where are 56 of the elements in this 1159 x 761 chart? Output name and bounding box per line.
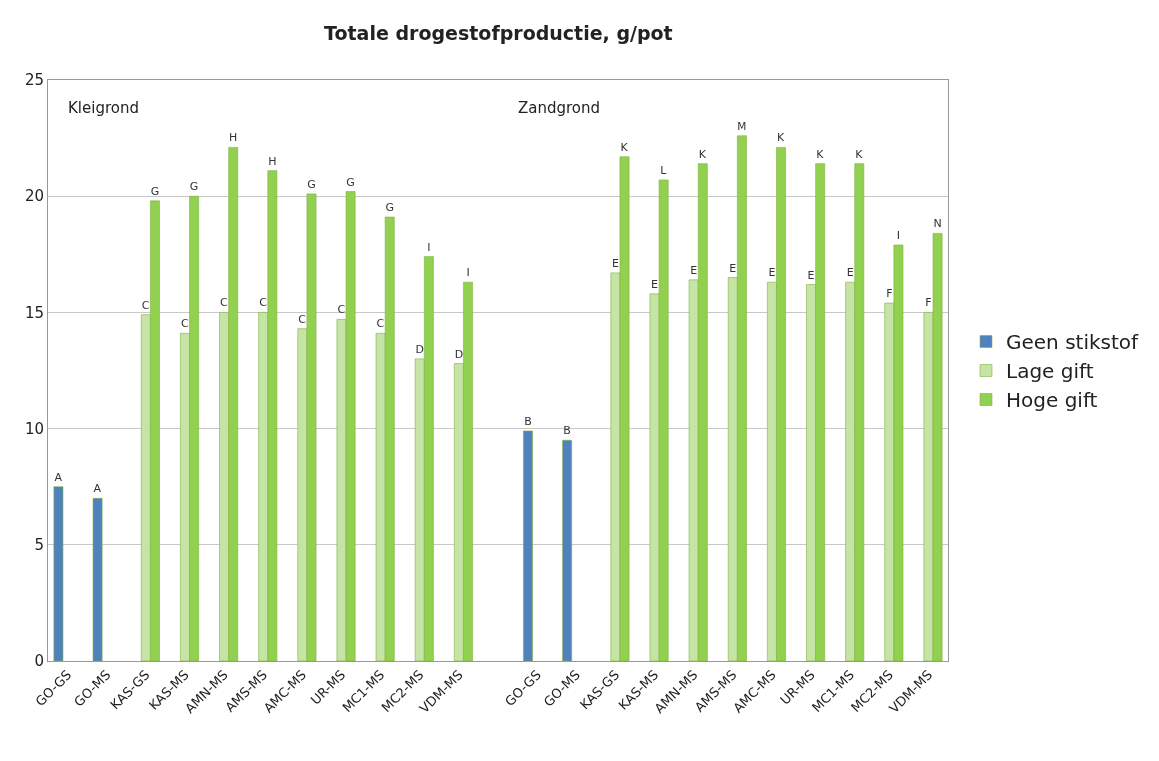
data-label: C [220, 296, 229, 310]
data-label: E [690, 263, 698, 277]
annotation: Kleigrond [68, 99, 139, 117]
data-label: D [415, 342, 424, 356]
y-tick-label: 0 [34, 652, 44, 671]
data-label: F [925, 296, 932, 310]
data-label: C [337, 303, 346, 317]
data-label: E [611, 256, 619, 270]
data-label: K [777, 131, 786, 145]
bar [53, 486, 64, 661]
data-label: C [259, 296, 268, 310]
bar [523, 430, 533, 661]
legend-label: Hoge gift [1006, 388, 1098, 413]
legend-label: Geen stikstof [1006, 330, 1140, 355]
data-label: E [768, 266, 776, 280]
data-label: K [698, 147, 707, 161]
bar [92, 498, 103, 661]
data-label: C [141, 298, 150, 312]
data-label: C [376, 317, 385, 331]
y-tick-label: 15 [24, 303, 44, 322]
data-label: G [150, 184, 160, 198]
y-tick-label: 10 [24, 419, 44, 438]
data-label: B [563, 424, 571, 438]
data-label: H [229, 131, 238, 145]
data-label: K [855, 147, 864, 161]
data-label: B [524, 414, 532, 428]
data-label: D [454, 347, 464, 361]
data-label: N [933, 217, 942, 231]
y-tick-label: 5 [34, 536, 44, 555]
data-label: K [620, 140, 629, 154]
data-label: G [385, 201, 394, 215]
data-label: I [427, 240, 431, 254]
data-label: G [307, 177, 316, 191]
data-label: M [737, 119, 747, 132]
chart-title: Totale drogestofproductie, g/pot [324, 21, 673, 44]
data-label: L [660, 163, 668, 177]
y-tick-label: 25 [24, 71, 44, 90]
data-label: A [54, 470, 63, 484]
data-label: F [886, 287, 893, 301]
data-label: G [189, 180, 199, 194]
bar [562, 439, 572, 661]
data-label: I [896, 229, 901, 242]
data-label: C [180, 317, 189, 331]
data-label: E [651, 277, 659, 291]
data-label: E [846, 266, 854, 280]
data-label: K [816, 147, 825, 161]
y-tick-label: 20 [24, 187, 44, 206]
data-label: G [346, 175, 355, 189]
data-label: H [268, 154, 277, 168]
data-label: A [93, 482, 102, 496]
annotation: Zandgrond [518, 99, 601, 117]
data-label: I [466, 266, 470, 280]
legend-label: Lage gift [1006, 359, 1094, 384]
data-label: E [729, 261, 737, 275]
data-label: C [298, 312, 307, 326]
data-label: E [807, 268, 815, 282]
